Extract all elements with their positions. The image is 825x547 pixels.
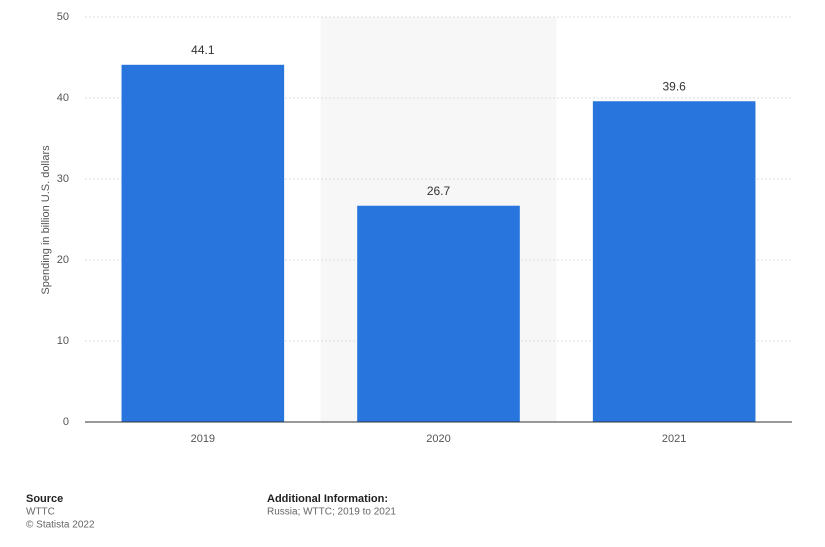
source: WTTC <box>26 507 55 518</box>
copyright: © Statista 2022 <box>26 520 95 531</box>
bar <box>121 64 285 422</box>
info: Russia; WTTC; 2019 to 2021 <box>267 507 396 518</box>
value-label: 44.1 <box>191 43 215 57</box>
y-tick-label: 50 <box>57 11 69 23</box>
y-tick-label: 0 <box>63 416 69 428</box>
bar <box>357 205 520 422</box>
value-label: 39.6 <box>662 79 686 93</box>
y-tick-label: 40 <box>57 92 69 104</box>
y-tick-label: 20 <box>57 254 69 266</box>
y-tick-label: 30 <box>57 173 69 185</box>
y-tick-label: 10 <box>57 335 69 347</box>
y-axis-label: Spending in billion U.S. dollars <box>40 145 52 295</box>
x-tick-label: 2021 <box>662 433 686 445</box>
source-title: Source <box>26 493 63 505</box>
bar <box>592 101 756 423</box>
info-title: Additional Information: <box>267 493 388 505</box>
x-tick-label: 2020 <box>426 433 450 445</box>
value-label: 26.7 <box>427 184 451 198</box>
x-tick-label: 2019 <box>191 433 215 445</box>
